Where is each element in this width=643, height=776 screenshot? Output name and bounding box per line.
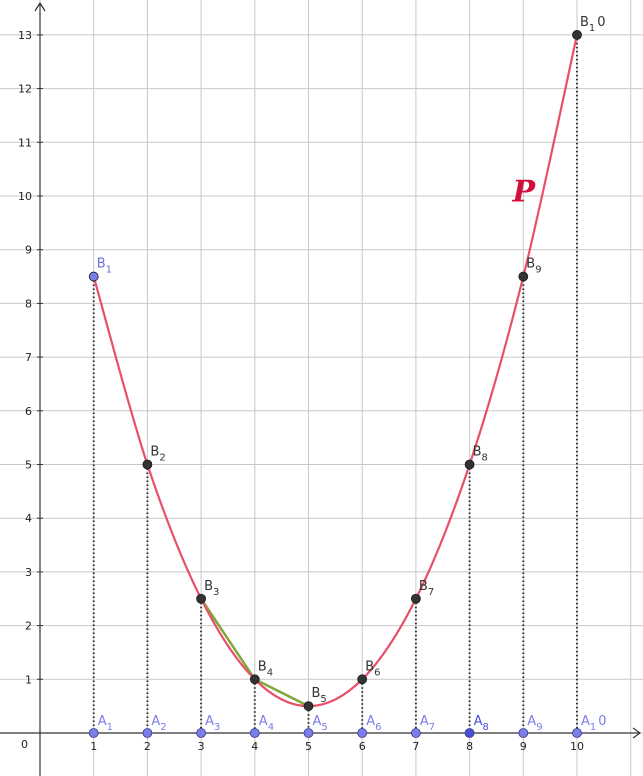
- y-tick-label: 8: [25, 297, 32, 310]
- x-tick-label: 6: [359, 740, 366, 753]
- point-a-label: A1 0: [581, 714, 607, 733]
- curve-layer: [92, 34, 579, 708]
- y-axis-arrow: [34, 1, 46, 12]
- point-b-label: B8: [473, 445, 488, 464]
- point-a-label: A1: [98, 714, 113, 733]
- point-b-label: B4: [258, 659, 273, 678]
- x-tick-label: 4: [251, 740, 258, 753]
- point-b: [357, 674, 368, 685]
- x-tick-label: 2: [144, 740, 151, 753]
- y-tick-label: 9: [25, 244, 32, 257]
- point-a: [88, 728, 99, 738]
- point-a: [572, 728, 582, 738]
- b-points: B1 B2 B3 B4 B5 B6 B7 B8 B9 B1 0: [88, 15, 606, 712]
- point-a: [142, 728, 153, 738]
- y-tick-label: 2: [25, 620, 32, 633]
- point-a-label: A9: [527, 714, 542, 733]
- x-tick-label: 8: [466, 740, 473, 753]
- point-b-label: B2: [150, 445, 165, 464]
- point-b-label: B1: [97, 257, 112, 276]
- point-b-label: B9: [526, 257, 541, 276]
- x-axis-arrow: [632, 727, 642, 739]
- point-a: [196, 728, 207, 738]
- y-tick-label: 11: [18, 136, 32, 149]
- point-b: [518, 271, 529, 282]
- point-b: [572, 30, 582, 40]
- y-tick-label: 10: [18, 190, 32, 203]
- point-b: [303, 701, 314, 712]
- point-b-label: B5: [312, 686, 327, 705]
- x-tick-label: 9: [520, 740, 527, 753]
- point-b: [142, 459, 153, 470]
- y-tick-label: 7: [25, 351, 32, 364]
- point-a: [249, 728, 260, 738]
- point-b-label: B3: [204, 579, 219, 598]
- x-tick-label: 7: [412, 740, 419, 753]
- point-b-label: B1 0: [580, 15, 606, 34]
- y-tick-label: 1: [25, 673, 32, 686]
- point-a-label: A5: [313, 714, 328, 733]
- point-a-label: A2: [151, 714, 166, 733]
- point-b: [464, 459, 475, 470]
- x-tick-label: 5: [305, 740, 312, 753]
- point-a-label: A8: [474, 714, 489, 733]
- point-a: [357, 728, 368, 738]
- drop-lines: [92, 34, 578, 733]
- point-b: [88, 271, 99, 282]
- point-b-label: B7: [419, 579, 434, 598]
- point-a-label: A6: [366, 714, 381, 733]
- y-tick-label: 13: [18, 29, 32, 42]
- y-tick-label: 5: [25, 459, 32, 472]
- x-tick-label: 3: [198, 740, 205, 753]
- y-tick-label: 12: [18, 83, 32, 96]
- point-a: [464, 728, 475, 738]
- point-a: [410, 728, 421, 738]
- x-tick-label: 10: [570, 740, 584, 753]
- x-tick-label: 1: [90, 740, 97, 753]
- point-b: [249, 674, 260, 685]
- point-a-label: A7: [420, 714, 435, 733]
- point-a: [518, 728, 529, 738]
- curve-p: [92, 34, 579, 708]
- y-tick-label: 6: [25, 405, 32, 418]
- point-b-label: B6: [365, 659, 380, 678]
- curve-name-label: P: [512, 174, 537, 209]
- point-a-label: A4: [259, 714, 274, 733]
- point-b: [410, 593, 421, 604]
- y-tick-label: 4: [25, 512, 32, 525]
- a-points: A1 A2 A3 A4 A5 A6 A7 A8 A9 A1 0: [88, 714, 607, 738]
- point-b: [196, 593, 207, 604]
- y-tick-label: 3: [25, 566, 32, 579]
- origin-label: 0: [21, 738, 28, 751]
- point-a: [303, 728, 314, 738]
- point-a-label: A3: [205, 714, 220, 733]
